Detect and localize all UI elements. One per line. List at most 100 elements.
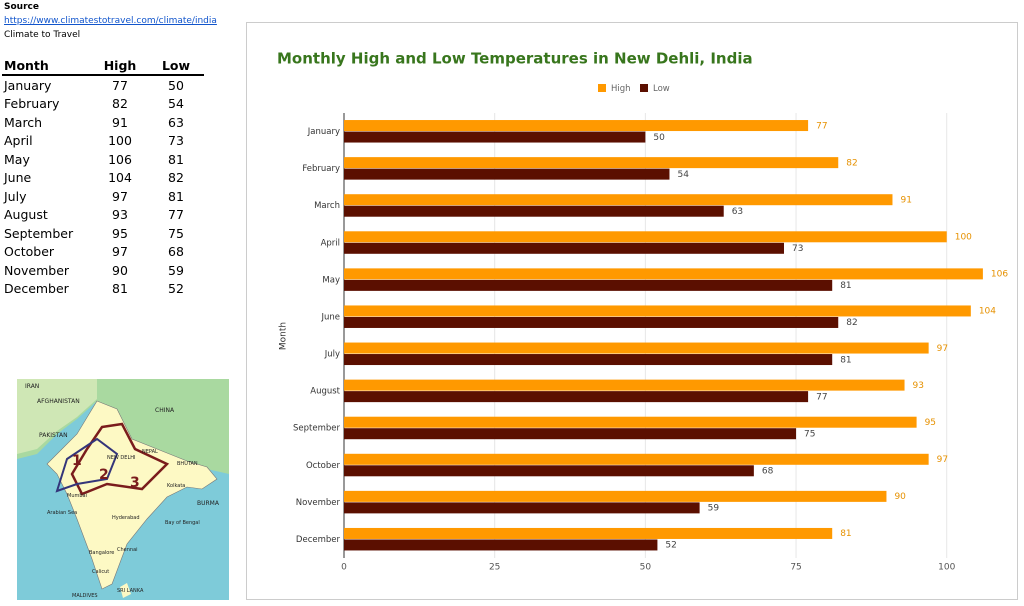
map-label: IRAN (25, 383, 39, 390)
india (46, 400, 218, 590)
data-label: 73 (792, 244, 803, 254)
map-label: Mumbai (67, 493, 87, 499)
map-label: Arabian Sea (47, 510, 77, 516)
data-label: 81 (840, 355, 851, 365)
header-cell: Month (2, 56, 92, 76)
data-label: 100 (955, 233, 972, 243)
data-label: 77 (816, 392, 827, 402)
cell: 91 (112, 114, 128, 130)
map-label: NEW DELHI (107, 455, 135, 461)
data-label: 82 (846, 158, 857, 168)
map-label: AFGHANISTAN (37, 398, 80, 405)
map-label: Chennai (117, 547, 138, 553)
cell: February (4, 96, 60, 112)
cell: 77 (112, 77, 128, 93)
y-tick-label: July (324, 350, 340, 360)
cell: 97 (112, 188, 128, 204)
x-tick-label: 25 (489, 563, 500, 573)
cell: 81 (168, 151, 184, 167)
x-tick-label: 75 (790, 563, 801, 573)
bar (344, 453, 929, 465)
cell: 104 (108, 170, 132, 186)
bar (344, 242, 784, 254)
data-label: 93 (913, 381, 924, 391)
source-link[interactable]: https://www.climatestotravel.com/climate… (4, 16, 217, 26)
bar (344, 502, 700, 514)
header-cell: Low (148, 56, 204, 76)
cell: 82 (112, 96, 128, 112)
y-tick-label: October (306, 461, 341, 471)
region-outline (55, 437, 119, 493)
data-label: 50 (653, 133, 665, 143)
y-tick-label: May (322, 275, 340, 285)
cell: November (4, 262, 70, 278)
bar (344, 342, 929, 354)
bar (344, 194, 893, 206)
cell: 90 (112, 262, 128, 278)
cell: 52 (168, 281, 184, 297)
bar (344, 428, 797, 440)
bar (344, 490, 887, 502)
header-row: Month High Low (2, 56, 204, 76)
row: August 93 77 (2, 206, 204, 225)
data-label: 90 (894, 492, 906, 502)
map-label: MALDIVES (72, 593, 98, 599)
row: October 97 68 (2, 243, 204, 262)
map-label: Hyderabad (112, 515, 140, 521)
data-label: 54 (677, 170, 689, 180)
bar (344, 268, 983, 280)
chart-title: Monthly High and Low Temperatures in New… (277, 50, 753, 68)
row: March 91 63 (2, 113, 204, 132)
row: January 77 50 (2, 75, 204, 95)
map-label: NEPAL (142, 449, 158, 455)
region-outline (70, 422, 170, 496)
map-label: Calicut (92, 569, 109, 575)
sri-lanka (120, 583, 131, 598)
source-heading: Source (4, 2, 39, 12)
map-label: CHINA (155, 407, 175, 414)
cell: December (4, 281, 69, 297)
bar (344, 391, 809, 403)
row: June 104 82 (2, 169, 204, 188)
data-table: Month High Low January 77 50 February 82 54 Marc… (2, 56, 204, 298)
cell: 81 (168, 188, 184, 204)
map-label: BHUTAN (177, 461, 198, 467)
x-tick-label: 50 (640, 563, 652, 573)
data-label: 91 (900, 195, 911, 205)
y-tick-label: February (302, 164, 340, 174)
y-tick-label: June (320, 312, 340, 322)
row: September 95 75 (2, 224, 204, 243)
data-label: 97 (937, 344, 948, 354)
cell: 95 (112, 225, 128, 241)
bar (344, 131, 646, 143)
bar (344, 205, 724, 217)
y-tick-label: April (321, 238, 340, 248)
bar (344, 416, 917, 428)
cell: 68 (168, 244, 184, 260)
cell: July (4, 188, 27, 204)
row: December 81 52 (2, 280, 204, 299)
data-label: 106 (991, 270, 1008, 280)
header-cell: High (92, 56, 148, 76)
cell: January (4, 77, 52, 93)
map-label: 1 (72, 453, 82, 469)
bar (344, 527, 833, 539)
legend-swatch (640, 84, 648, 92)
bar (344, 120, 809, 132)
cell: August (4, 207, 48, 223)
data-label: 95 (925, 418, 936, 428)
map-label: PAKISTAN (39, 432, 68, 439)
map-label: BURMA (197, 500, 220, 507)
y-tick-label: December (296, 535, 341, 545)
data-label: 81 (840, 529, 851, 539)
bar (344, 305, 971, 317)
bar (344, 168, 670, 180)
map-label: 3 (130, 475, 140, 491)
data-label: 77 (816, 121, 827, 131)
data-label: 75 (804, 429, 815, 439)
bar (344, 354, 833, 366)
cell: 73 (168, 133, 184, 149)
y-tick-label: August (310, 387, 340, 397)
source-site: Climate to Travel (4, 30, 81, 40)
bar (344, 279, 833, 291)
